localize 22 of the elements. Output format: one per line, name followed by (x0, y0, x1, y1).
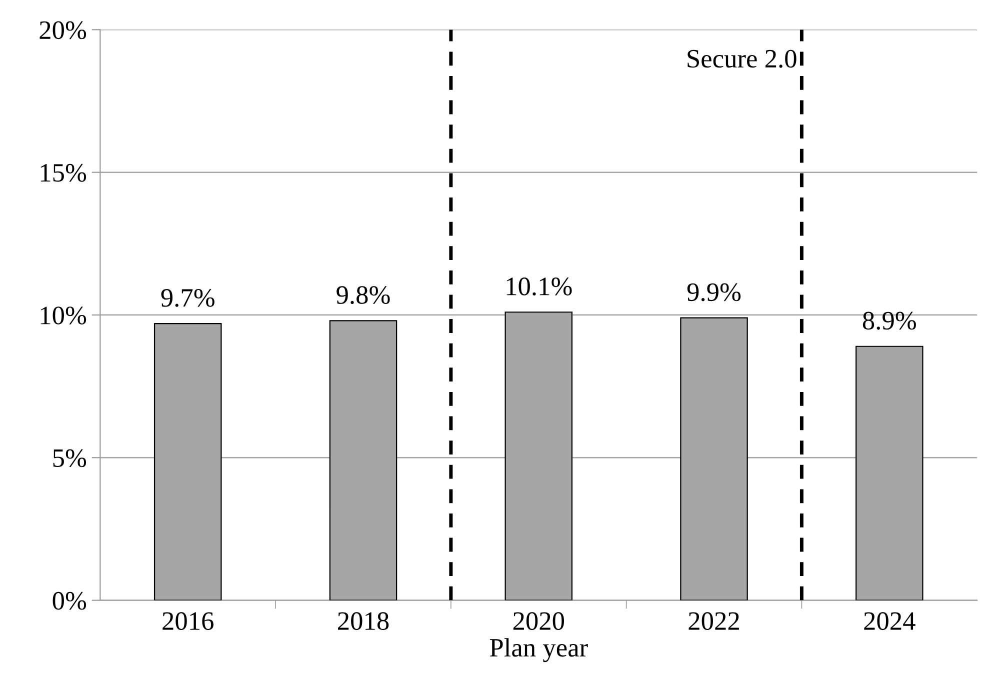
annotation: Secure 2.0 (688, 50, 796, 68)
y-tick-label: 20% (40, 21, 86, 40)
bar (504, 312, 573, 600)
x-axis-title: Plan year (490, 638, 588, 662)
x-tick-label: 2022 (688, 612, 739, 630)
bar (154, 322, 222, 600)
bar (680, 317, 748, 600)
y-tick-label: 10% (40, 306, 86, 324)
x-tick-label: 2016 (162, 612, 214, 630)
x-tick-label: 2020 (513, 612, 564, 630)
data-label: 10.1% (506, 278, 572, 296)
data-label: 9.7% (161, 288, 214, 307)
x-tick-label: 2018 (338, 612, 389, 630)
data-label: 8.9% (862, 312, 916, 330)
y-tick-label: 0% (52, 592, 86, 610)
data-label: 9.9% (687, 283, 741, 302)
data-label: 9.8% (336, 286, 390, 304)
y-tick-label: 15% (40, 164, 86, 182)
x-tick-label: 2024 (864, 612, 916, 630)
bar (856, 346, 924, 600)
bar (329, 320, 398, 600)
y-tick-label: 5% (53, 449, 86, 468)
